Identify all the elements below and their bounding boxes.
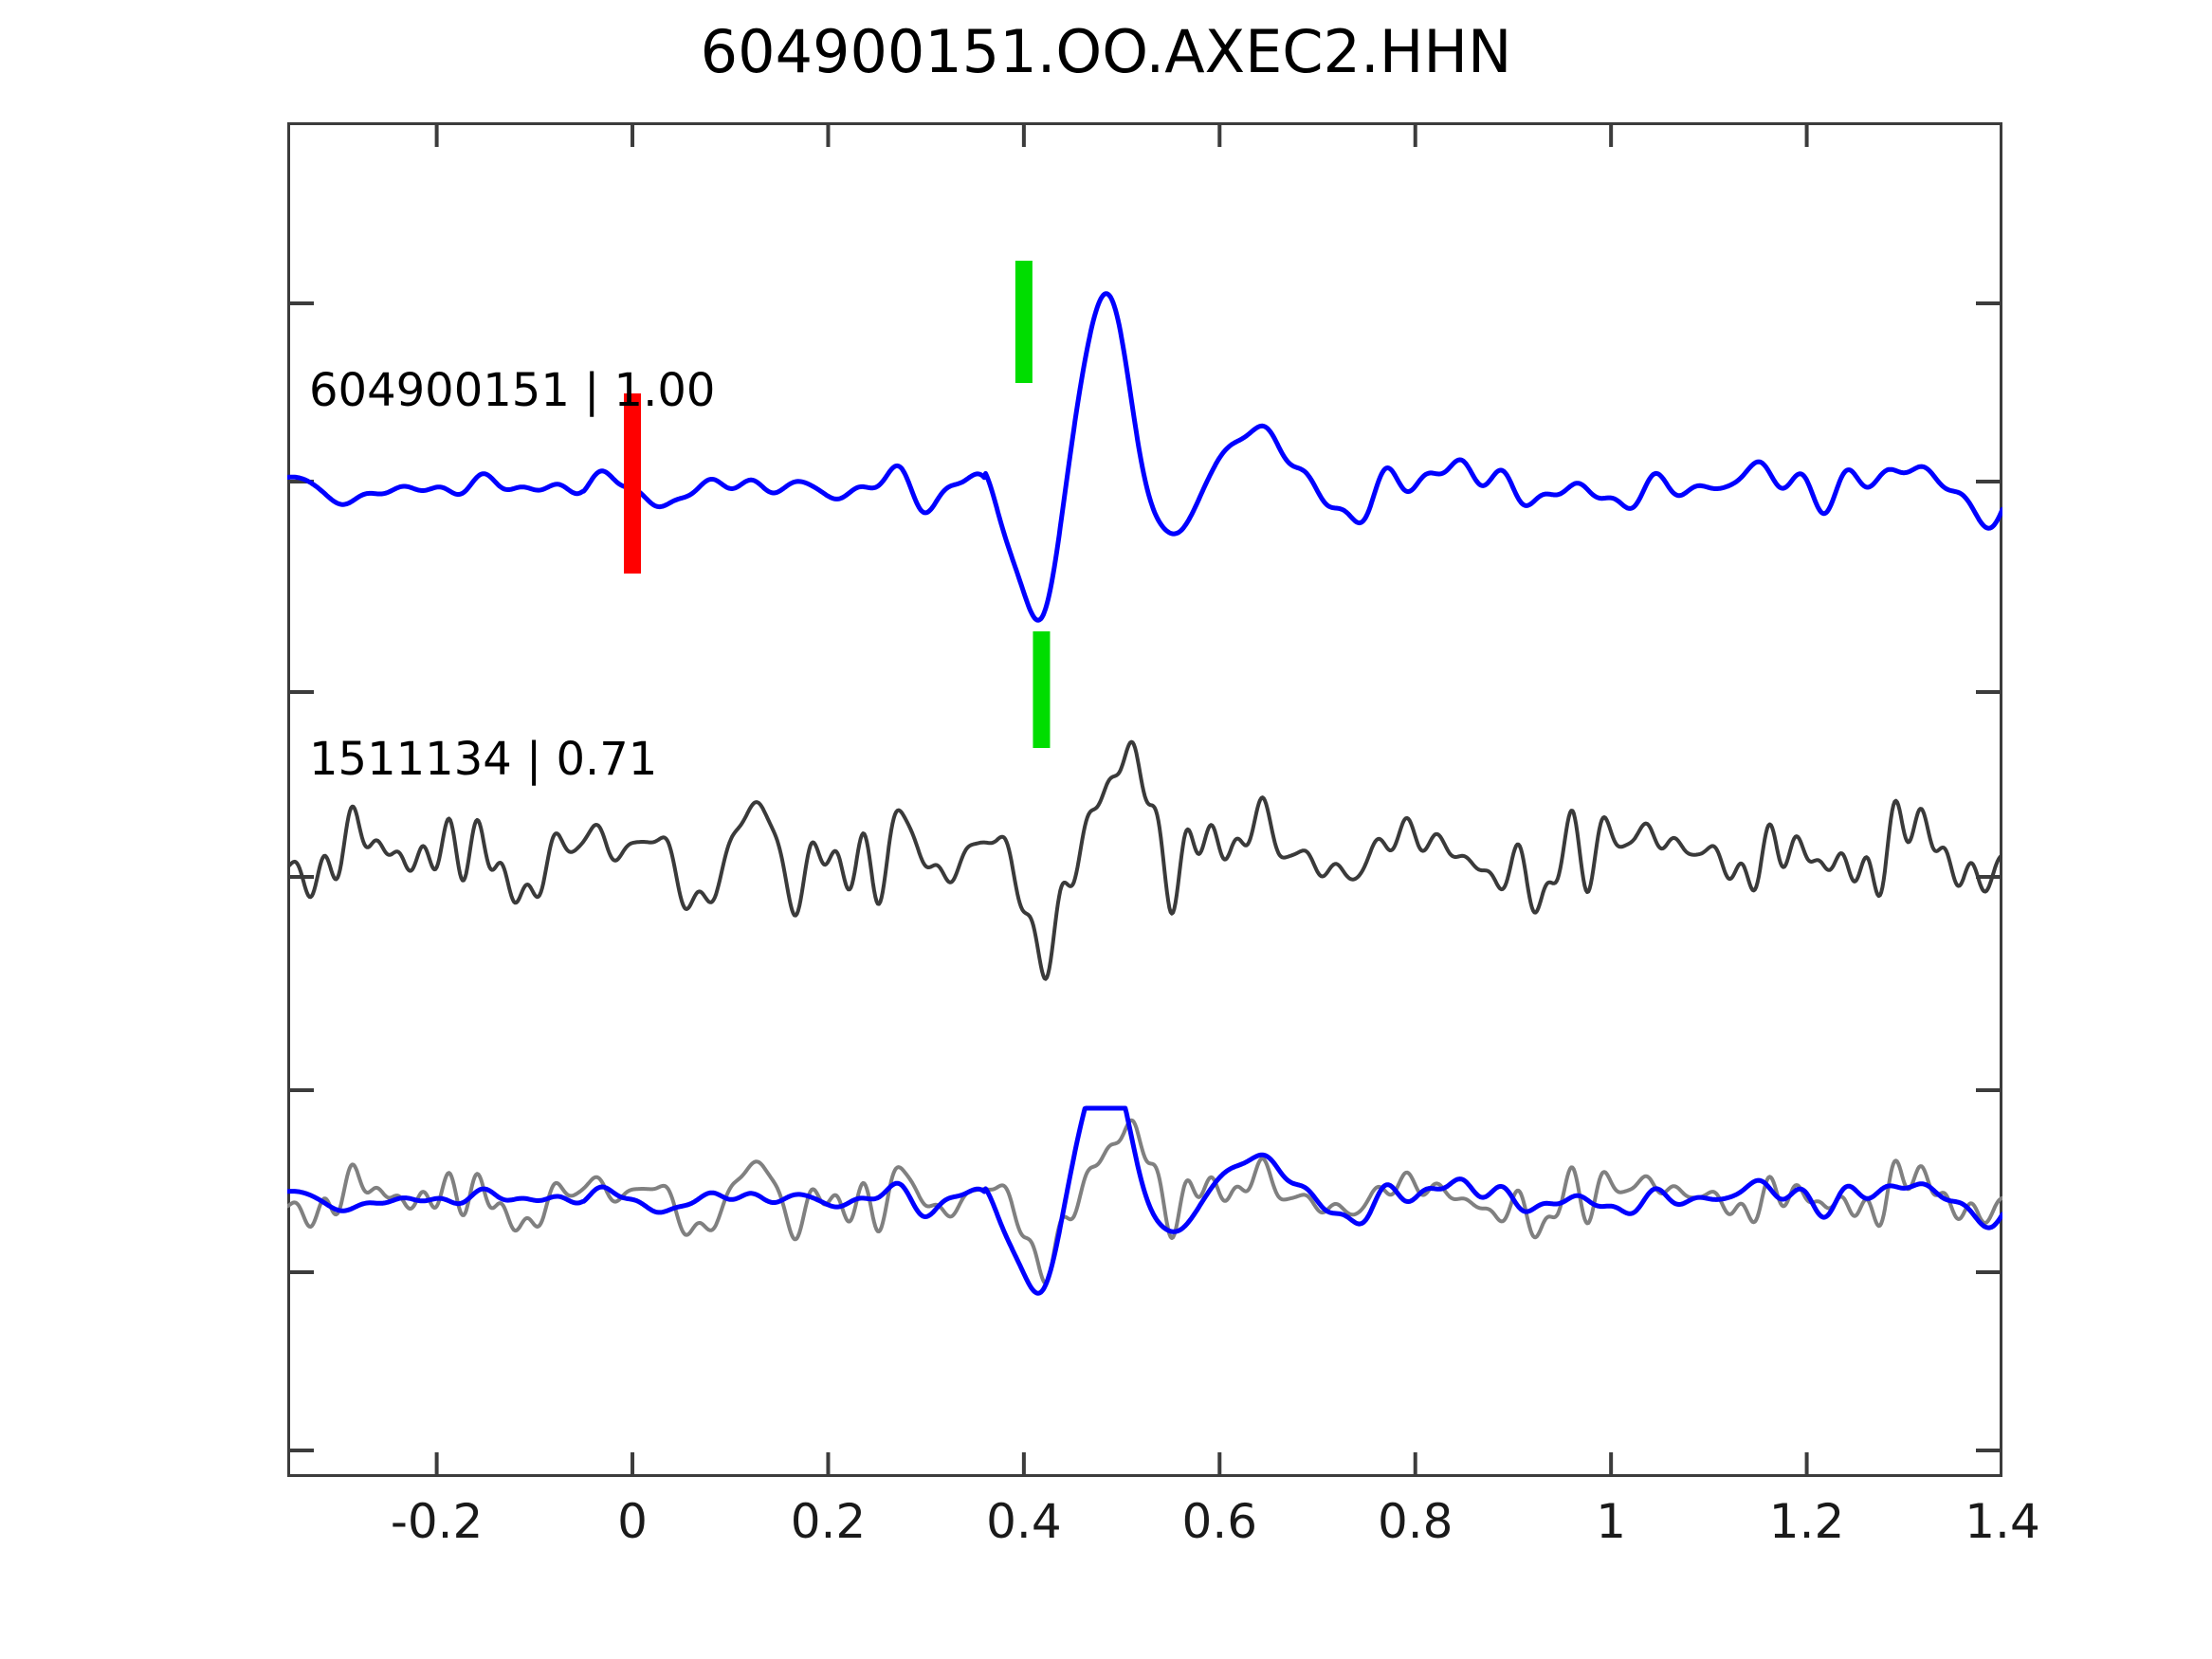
plot-area (287, 122, 2002, 1477)
x-tick-label: 0.8 (1377, 1494, 1453, 1549)
waveform-traces (287, 291, 2002, 1296)
x-tick-label: 0.4 (986, 1494, 1062, 1549)
template-trace (287, 291, 2002, 623)
axes-frame (287, 122, 2002, 1477)
overlay-template-trace (287, 1105, 2002, 1296)
x-tick-label: 0.6 (1181, 1494, 1258, 1549)
detection-trace (287, 739, 2002, 981)
overlay-detection-trace (287, 1118, 2002, 1285)
origin-marker (624, 393, 642, 574)
trace-label-detection: 1511134 | 0.71 (309, 733, 658, 786)
trace-label-template: 604900151 | 1.00 (309, 364, 716, 417)
pick-marker-detection (1033, 631, 1051, 748)
phase-markers (624, 261, 1051, 748)
pick-marker-template (1015, 261, 1033, 383)
waveform-plot (287, 122, 2002, 1477)
x-tick-label: 1.4 (1965, 1494, 2040, 1549)
x-tick-label: -0.2 (390, 1494, 484, 1549)
x-tick-label: 0 (617, 1494, 648, 1549)
x-tick-label: 0.2 (790, 1494, 867, 1549)
plot-border (287, 122, 2002, 1477)
chart-title: 604900151.OO.AXEC2.HHN (700, 17, 1512, 86)
x-tick-label: 1 (1596, 1494, 1627, 1549)
x-tick-label: 1.2 (1768, 1494, 1845, 1549)
